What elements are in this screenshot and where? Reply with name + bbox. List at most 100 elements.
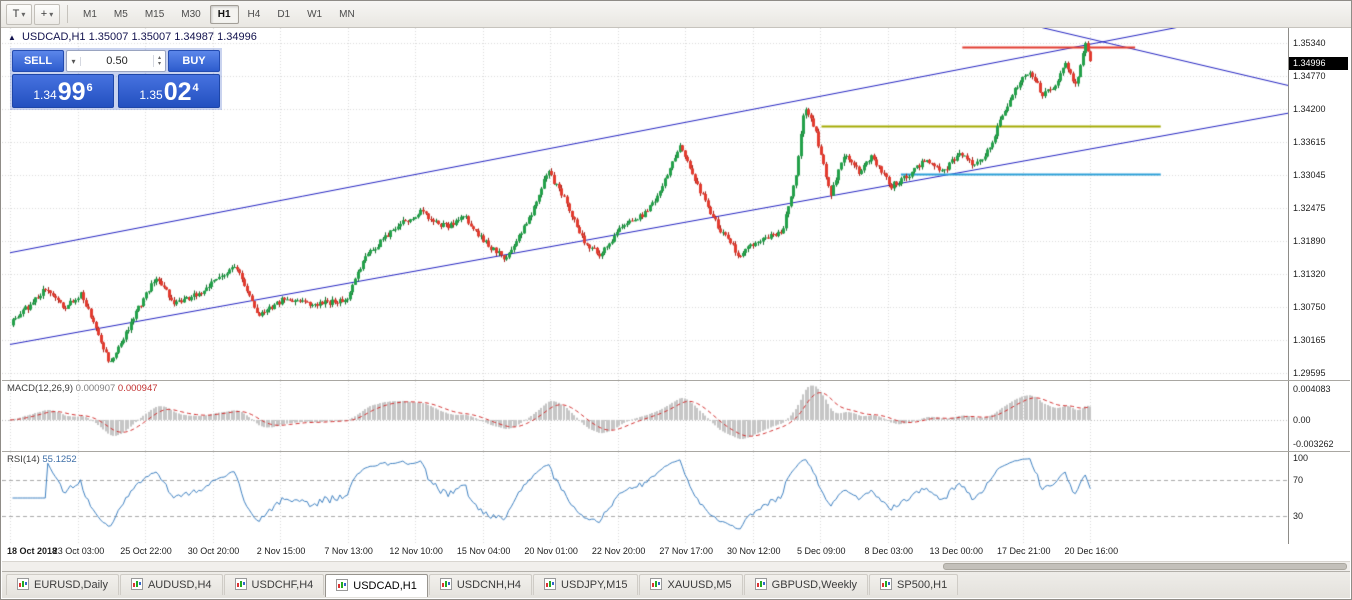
timeframe-m5-button[interactable]: M5	[113, 8, 128, 20]
sell-price-pips: 99	[57, 78, 86, 106]
price-tick-label: 1.32475	[1293, 202, 1326, 213]
time-tick-label: 30 Nov 12:00	[726, 546, 781, 556]
macd-label: MACD(12,26,9) 0.000907 0.000947	[7, 383, 158, 394]
timeframe-d1-button[interactable]: D1	[277, 8, 291, 20]
stepper-up-icon[interactable]: ▴	[157, 55, 161, 61]
chart-tab-usdjpy[interactable]: USDJPY,M15	[533, 574, 639, 595]
macd-pane: 0.004083 0.00 -0.003262 MACD(12,26,9) 0.00…	[2, 381, 1350, 451]
rsi-scale: 100 70 30	[1288, 452, 1350, 544]
time-tick-label: 22 Nov 20:00	[591, 546, 646, 556]
macd-name: MACD(12,26,9)	[7, 383, 73, 394]
time-tick-label: 20 Nov 01:00	[524, 546, 578, 556]
toolbar: T ▾ + ▾ M1 M5 M15 M30 H1 H4 D1 W1 MN	[1, 1, 1351, 28]
chart-tab-sp500[interactable]: SP500,H1	[869, 574, 959, 595]
time-tick-label: 15 Nov 04:00	[456, 546, 511, 556]
tab-chart-icon	[439, 577, 452, 593]
buy-price-pips: 02	[163, 78, 192, 106]
price-tick-label: 1.30750	[1293, 301, 1326, 312]
timeframe-m30-button[interactable]: M30	[181, 8, 201, 20]
tab-chart-icon	[130, 577, 143, 593]
price-tick-label: 1.29595	[1293, 367, 1326, 378]
buy-price-big-figure: 1.35	[139, 88, 163, 102]
tab-label: USDCAD,H1	[353, 580, 417, 592]
scrollbar-thumb[interactable]	[942, 563, 1347, 570]
chart-tab-usdcad[interactable]: USDCAD,H1	[325, 574, 428, 597]
tab-chart-icon	[650, 577, 663, 593]
volume-dropdown-icon[interactable]: ▾	[67, 56, 81, 66]
timeframe-w1-button[interactable]: W1	[307, 8, 323, 20]
chart-tab-xauusd[interactable]: XAUUSD,M5	[639, 574, 743, 595]
timeframe-toolbar: M1 M5 M15 M30 H1 H4 D1 W1 MN	[75, 4, 363, 24]
timeframe-h4-button[interactable]: H4	[247, 8, 261, 20]
tab-label: USDCNH,H4	[456, 579, 522, 591]
macd-tick-label: 0.004083	[1293, 384, 1331, 394]
tab-label: AUDUSD,H4	[147, 579, 212, 591]
current-price-tag: 1.34996	[1289, 57, 1348, 71]
macd-tick-label: 0.00	[1293, 414, 1311, 425]
timeframe-h1-button[interactable]: H1	[209, 4, 239, 24]
price-pane: 1.35340 1.34770 1.34200 1.33615 1.33045 1.324…	[2, 28, 1350, 380]
dropdown-caret-icon: ▾	[21, 9, 26, 19]
sell-price-display[interactable]: 1.34 99 6	[12, 74, 114, 108]
rsi-name: RSI(14)	[7, 454, 40, 465]
tab-chart-icon	[17, 577, 29, 593]
tab-chart-icon	[880, 577, 893, 593]
rsi-value: 55.1252	[42, 454, 77, 465]
volume-input[interactable]: ▾ 0.50 ▴ ▾	[66, 50, 166, 72]
time-tick-label: 20 Dec 16:00	[1064, 546, 1119, 556]
price-tick-label: 1.34770	[1293, 71, 1326, 82]
chart-tab-eurusd[interactable]: EURUSD,Daily	[6, 574, 119, 595]
chart-symbol-label: USDCAD,H1	[21, 31, 86, 43]
macd-value-signal: 0.000947	[117, 383, 158, 394]
buy-button[interactable]: BUY	[168, 50, 220, 72]
tab-label: SP500,H1	[897, 579, 948, 591]
macd-tick-label: -0.003262	[1293, 439, 1334, 449]
chart-header: ▲ USDCAD,H1 1.35007 1.35007 1.34987 1.34…	[8, 31, 257, 43]
chart-tab-usdchf[interactable]: USDCHF,H4	[223, 574, 325, 595]
chart-window: 1.35340 1.34770 1.34200 1.33615 1.33045 1.324…	[2, 28, 1350, 571]
tab-chart-icon	[544, 577, 557, 593]
rsi-tick-label: 70	[1293, 474, 1304, 485]
time-tick-label: 5 Dec 09:00	[796, 546, 846, 556]
volume-value: 0.50	[106, 55, 128, 67]
stepper-down-icon[interactable]: ▾	[157, 61, 161, 67]
chart-tab-usdcnh[interactable]: USDCNH,H4	[428, 574, 533, 595]
price-tick-label: 1.31890	[1293, 236, 1326, 247]
time-tick-label: 8 Dec 03:00	[864, 546, 914, 556]
chart-tab-gbpusd[interactable]: GBPUSD,Weekly	[743, 574, 869, 595]
horizontal-scrollbar[interactable]	[2, 561, 1350, 571]
time-tick-label: 25 Oct 22:00	[120, 546, 172, 556]
timeframe-mn-button[interactable]: MN	[339, 8, 355, 20]
toolbar-separator	[67, 5, 68, 23]
time-tick-label: 23 Oct 03:00	[52, 546, 105, 556]
macd-scale: 0.004083 0.00 -0.003262	[1288, 381, 1350, 451]
time-axis: 18 Oct 2018 23 Oct 03:00 25 Oct 22:00 30 Oc…	[2, 544, 1288, 559]
buy-price-point: 4	[192, 82, 199, 94]
sell-price-point: 6	[86, 82, 93, 94]
sell-button[interactable]: SELL	[12, 50, 64, 72]
price-scale[interactable]: 1.35340 1.34770 1.34200 1.33615 1.33045 1.324…	[1288, 28, 1350, 380]
chart-mode-button[interactable]: T ▾	[6, 3, 32, 25]
buy-price-display[interactable]: 1.35 02 4	[118, 74, 220, 108]
tab-label: USDCHF,H4	[251, 579, 314, 591]
volume-stepper[interactable]: ▴ ▾	[153, 55, 165, 67]
one-click-trade-panel: SELL ▾ 0.50 ▴ ▾ BUY 1.34 99 6	[10, 48, 222, 110]
panel-splitter[interactable]	[2, 451, 1350, 452]
rsi-pane: 100 70 30 RSI(14) 55.1252	[2, 452, 1350, 544]
timeframe-m1-button[interactable]: M1	[83, 8, 97, 20]
chart-tab-audusd[interactable]: AUDUSD,H4	[119, 574, 223, 595]
time-tick-label: 2 Nov 15:00	[256, 546, 306, 556]
rsi-chart-canvas[interactable]	[2, 452, 1290, 544]
objects-tool-button[interactable]: + ▾	[34, 3, 60, 25]
macd-chart-canvas[interactable]	[2, 381, 1290, 451]
panel-splitter[interactable]	[2, 380, 1350, 381]
time-tick-label: 27 Nov 17:00	[659, 546, 713, 556]
timeframe-m15-button[interactable]: M15	[144, 8, 165, 20]
time-tick-label: 7 Nov 13:00	[324, 546, 373, 556]
rsi-tick-label: 100	[1293, 453, 1309, 463]
chart-mode-button-icon: T	[12, 8, 20, 20]
sell-price-big-figure: 1.34	[33, 88, 57, 102]
tab-label: EURUSD,Daily	[34, 579, 108, 591]
price-tick-label: 1.33045	[1293, 170, 1326, 181]
